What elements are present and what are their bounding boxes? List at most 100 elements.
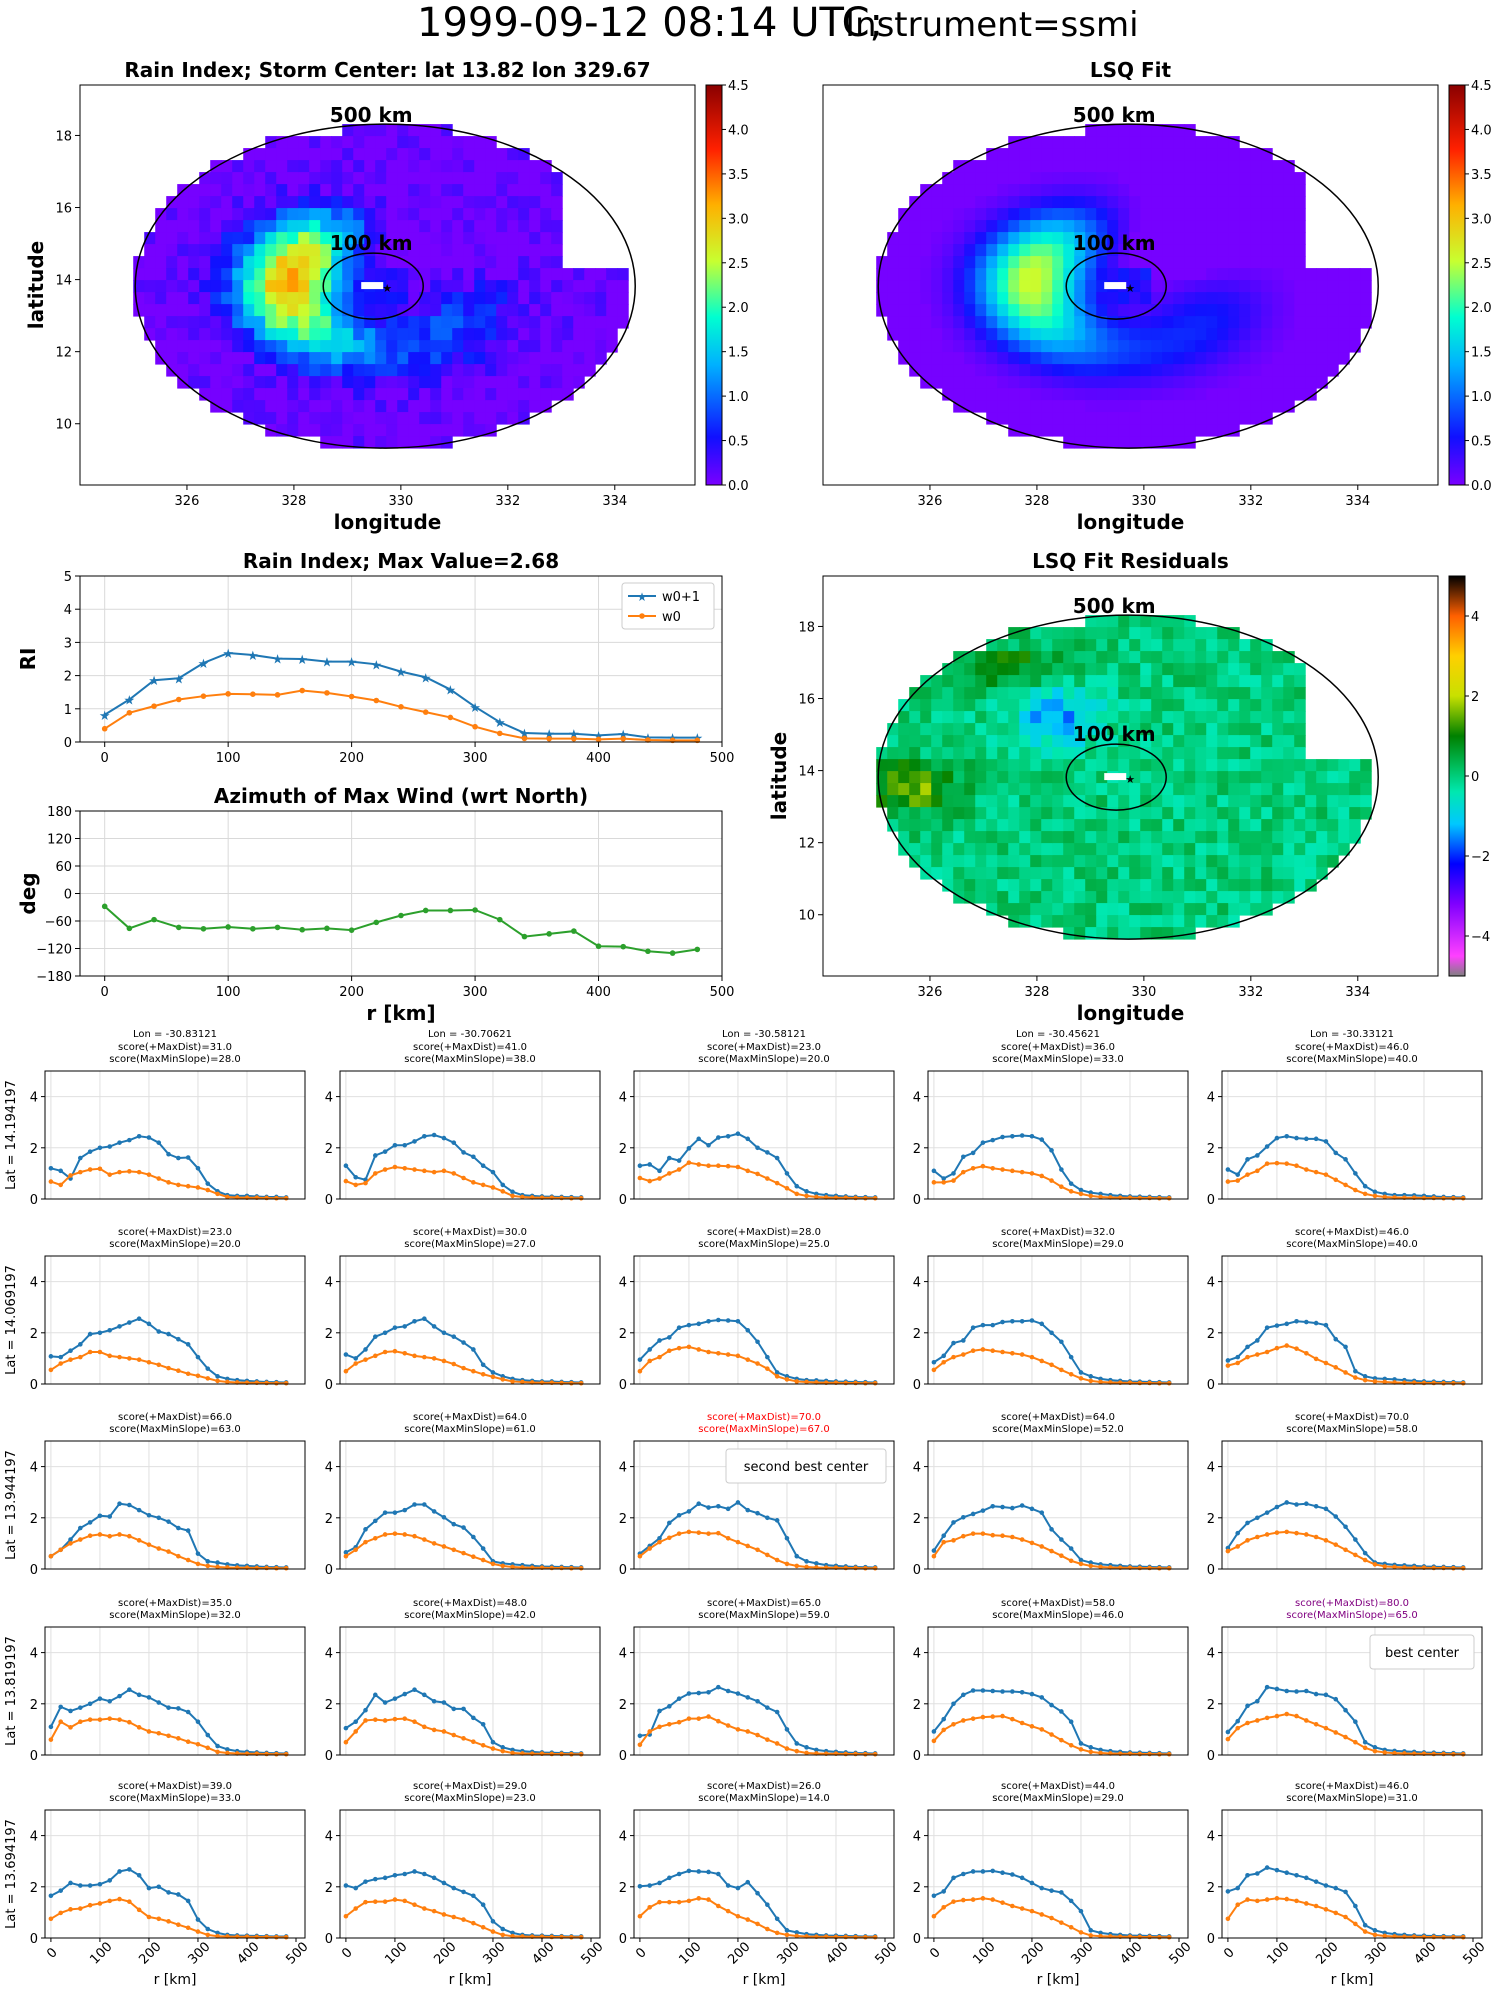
residual-map-cell: [1052, 807, 1064, 820]
fit-map-colorbar: [1448, 84, 1466, 486]
rain-map-cell: [331, 400, 343, 413]
grid-point-blue: [1068, 1354, 1074, 1360]
rain-map-cell: [496, 232, 508, 245]
fit-map-cell: [1118, 256, 1130, 269]
residual-map-cell: [964, 663, 976, 676]
fit-map-cell: [1195, 160, 1207, 173]
residual-map-cell: [1195, 831, 1207, 844]
residual-map-cell: [1206, 915, 1218, 928]
rain-map-cell: [364, 376, 376, 389]
fit-map-cell: [1030, 364, 1042, 377]
grid-point-orange: [1019, 1906, 1025, 1911]
fit-map-xtick-label: 330: [1131, 494, 1156, 509]
rain-map-cell: [408, 232, 420, 245]
rain-map-cell: [210, 364, 222, 377]
grid-point-orange: [931, 1553, 937, 1559]
grid-ytick-label: 0: [325, 1932, 333, 1947]
rain-map-cell: [309, 352, 321, 365]
rain-map-cell: [221, 196, 233, 209]
fit-map-center-mask: [1104, 282, 1127, 290]
grid-point-blue: [657, 1880, 662, 1886]
grid-point-orange: [1147, 1565, 1152, 1571]
rain-map-cell: [166, 304, 178, 317]
grid-point-orange: [804, 1193, 809, 1199]
rain-map-cell: [540, 172, 552, 185]
rain-map-cell: [507, 232, 519, 245]
rain-map-cell: [573, 364, 585, 377]
fit-map-cell: [1162, 316, 1174, 329]
grid-point-blue: [195, 1551, 201, 1556]
fit-map-cell: [1107, 400, 1119, 413]
grid-point-orange: [1294, 1346, 1299, 1351]
azimuth-profile-ytick-label: −120: [36, 943, 72, 958]
grid-score-maxdist: score(+MaxDist)=23.0: [118, 1227, 232, 1238]
rain-map-cell: [518, 220, 530, 233]
rain-map-cell: [507, 412, 519, 425]
fit-map-cell: [887, 256, 899, 269]
rain-map-cell: [375, 376, 387, 389]
fit-map-cell: [1283, 328, 1295, 341]
grid-point-orange: [48, 1916, 54, 1922]
fit-map-cell: [1107, 196, 1119, 209]
grid-point-orange: [657, 1724, 662, 1730]
residual-map-cell: [1085, 675, 1097, 688]
grid-point-orange: [107, 1172, 113, 1177]
grid-point-orange: [195, 1929, 201, 1934]
grid-point-blue: [735, 1885, 741, 1891]
rain-map-cell: [518, 280, 530, 293]
grid-legend-label: second best center: [744, 1460, 869, 1475]
fit-map-cell: [953, 220, 965, 233]
residual-map-cell: [975, 783, 987, 796]
rain-map-cell: [353, 124, 365, 137]
residual-map-cell: [1195, 663, 1207, 676]
azimuth-profile-ytick-label: −60: [45, 915, 72, 930]
fit-map-cell: [986, 184, 998, 197]
rain-map-cell: [287, 280, 299, 293]
residual-map-cell: [1206, 819, 1218, 832]
grid-panel: score(+MaxDist)=70.0score(MaxMinSlope)=5…: [1207, 1412, 1483, 1578]
fit-map-cell: [1096, 148, 1108, 161]
fit-map-cell: [1338, 268, 1350, 281]
residual-map-cell: [1206, 771, 1218, 784]
grid-point-blue: [382, 1330, 388, 1336]
center-grid-panels: Lon = -30.83121score(+MaxDist)=31.0score…: [4, 1029, 1489, 1988]
rain-map-cell: [419, 364, 431, 377]
residual-map-cell: [953, 759, 965, 772]
residual-map-cell: [1195, 687, 1207, 700]
residual-map-cell: [1107, 735, 1119, 748]
fit-map-cell: [953, 256, 965, 269]
grid-col-title: Lon = -30.33121: [1310, 1029, 1394, 1040]
residual-map-cell: [964, 795, 976, 808]
fit-map-cell: [1283, 292, 1295, 305]
rain-map-cell: [254, 220, 266, 233]
fit-map-cell: [1272, 364, 1284, 377]
grid-xtick-label: 400: [1117, 1939, 1145, 1967]
residual-map-cell: [1261, 747, 1273, 760]
grid-panel: score(+MaxDist)=30.0score(MaxMinSlope)=2…: [325, 1227, 601, 1393]
grid-point-orange: [205, 1932, 211, 1938]
ri-profile-point: ★: [617, 728, 629, 743]
grid-point-orange: [1353, 1739, 1358, 1745]
grid-point-orange: [745, 1168, 751, 1174]
rain-map-cell: [474, 316, 486, 329]
grid-score-maxdist: score(+MaxDist)=31.0: [118, 1042, 232, 1053]
residual-map-cell: [1074, 879, 1086, 892]
rain-map-cell: [496, 244, 508, 257]
fit-map-cell: [931, 220, 943, 233]
grid-point-orange: [87, 1349, 93, 1355]
rain-map-cell: [188, 256, 200, 269]
fit-map-cell: [1140, 412, 1152, 425]
residual-map-cell: [1030, 795, 1042, 808]
rain-map-cell: [298, 208, 310, 221]
residual-map-cell: [1162, 927, 1174, 940]
ri-profile-xtick-label: 200: [339, 751, 364, 766]
grid-point-orange: [1157, 1934, 1162, 1940]
grid-point-orange: [166, 1180, 171, 1185]
fit-map-cell: [1041, 340, 1053, 353]
fit-map-cell: [953, 388, 965, 401]
fit-map-cell: [1140, 124, 1152, 137]
rain-map-cell: [287, 328, 299, 341]
rain-map-cell: [386, 292, 398, 305]
grid-point-orange: [1000, 1900, 1005, 1905]
rain-map-cell: [441, 376, 453, 389]
